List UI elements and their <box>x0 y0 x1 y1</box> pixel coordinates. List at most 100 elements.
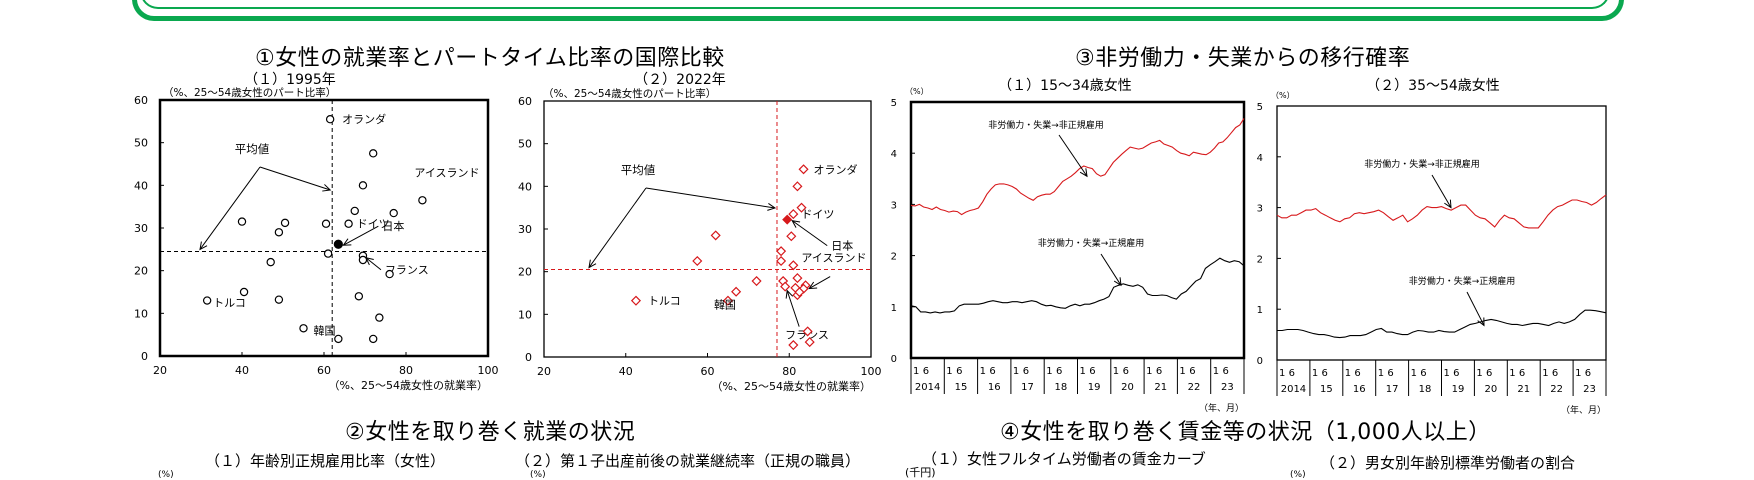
data-point <box>354 292 364 301</box>
x-year-label: 16 <box>1353 384 1366 395</box>
x-month-label: 1 <box>1444 368 1450 379</box>
chart-title: （１）15～34歳女性 <box>998 77 1132 94</box>
data-point <box>280 218 290 228</box>
x-month-label: 6 <box>1156 366 1162 377</box>
chart-scatter2022: （２）2022年（%、25～54歳女性のパート比率） （%、25～54歳女性の就業… <box>518 72 882 393</box>
y-tick-label: 0 <box>141 350 148 363</box>
series-annotation: 非労働力・失業→非正規雇用 <box>1364 158 1480 170</box>
chart-title: （２）2022年 <box>634 72 726 88</box>
section-4-title: ④女性を取り巻く賃金等の状況（1,000人以上） <box>1000 420 1491 445</box>
data-point <box>788 209 799 220</box>
x-month-label: 1 <box>1345 368 1351 379</box>
x-tick-label: 80 <box>782 365 796 378</box>
x-year-label: 21 <box>1517 384 1530 395</box>
data-point <box>333 239 343 249</box>
x-year-label: 2014 <box>1281 384 1306 395</box>
section-2-title: ②女性を取り巻く就業の状況 <box>345 420 636 445</box>
x-year-label: 22 <box>1188 382 1201 393</box>
y-unit-label: （%） <box>1271 91 1295 100</box>
data-point <box>788 260 799 271</box>
section-2-unit2: (%) <box>530 470 546 480</box>
data-point <box>792 273 803 284</box>
x-year-label: 21 <box>1154 382 1167 393</box>
data-point <box>274 228 284 237</box>
plot-area <box>909 100 1246 360</box>
y-tick-label: 2 <box>891 252 897 263</box>
x-month-label: 1 <box>1575 368 1581 379</box>
x-month-label: 6 <box>923 366 929 377</box>
x-year-label: 15 <box>1320 384 1333 395</box>
section-2-unit1: (%) <box>158 470 174 480</box>
point-label: フランス <box>385 264 429 277</box>
x-tick-label: 20 <box>537 365 551 378</box>
x-month-label: 6 <box>1123 366 1129 377</box>
data-point <box>299 324 308 333</box>
x-month-label: 6 <box>956 366 962 377</box>
y-tick-label: 3 <box>891 200 897 211</box>
x-month-label: 1 <box>1113 366 1119 377</box>
x-month-label: 1 <box>980 366 986 377</box>
series-line <box>1276 194 1607 229</box>
data-point <box>237 217 247 226</box>
point-label: オランダ <box>342 112 386 126</box>
point-label: ドイツ <box>357 218 390 231</box>
y-tick-label: 1 <box>1257 305 1263 316</box>
series-annotation: 非労働力・失業→正規雇用 <box>1038 237 1145 249</box>
data-point <box>802 326 813 337</box>
series-annotation: 非労働力・失業→正規雇用 <box>1409 275 1516 287</box>
data-point <box>385 269 394 279</box>
x-month-label: 1 <box>1213 366 1219 377</box>
x-month-label: 1 <box>1279 368 1285 379</box>
data-point <box>792 181 803 192</box>
data-point <box>321 219 331 228</box>
x-year-label: 18 <box>1419 384 1432 395</box>
x-tick-label: 20 <box>153 364 167 377</box>
y-tick-label: 3 <box>1257 204 1263 215</box>
x-year-label: 20 <box>1121 382 1134 393</box>
x-tick-label: 60 <box>317 364 331 377</box>
x-year-label: 23 <box>1221 382 1234 393</box>
y-tick-label: 40 <box>518 180 532 193</box>
x-month-label: 6 <box>1519 368 1525 379</box>
x-month-label: 1 <box>1411 368 1417 379</box>
data-point <box>776 246 787 257</box>
data-point <box>798 164 809 175</box>
data-point <box>266 257 275 267</box>
y-unit-label: （%） <box>905 87 929 96</box>
series-line <box>910 118 1245 216</box>
data-point <box>369 149 378 158</box>
data-point <box>334 334 343 344</box>
x-year-label: 16 <box>988 382 1001 393</box>
y-tick-label: 20 <box>134 265 148 278</box>
data-point <box>722 295 733 306</box>
section-2-sub1: （１）年齢別正規雇用比率（女性） <box>205 452 446 470</box>
x-month-label: 1 <box>1476 368 1482 379</box>
data-point <box>786 231 797 242</box>
x-year-label: 2014 <box>915 382 940 393</box>
data-point <box>788 340 799 351</box>
y-tick-label: 60 <box>134 94 148 107</box>
data-point <box>358 181 368 190</box>
x-axis-label: （%、25～54歳女性の就業率） <box>329 378 488 392</box>
x-year-label: 18 <box>1054 382 1067 393</box>
x-year-label: 23 <box>1583 384 1596 395</box>
x-year-label: 17 <box>1021 382 1034 393</box>
x-month-label: 1 <box>1509 368 1515 379</box>
x-unit-label: （年、月） <box>1561 404 1606 416</box>
x-month-label: 1 <box>1146 366 1152 377</box>
section-3-title: ③非労働力・失業からの移行確率 <box>1075 46 1411 71</box>
y-tick-label: 5 <box>1257 102 1263 113</box>
x-year-label: 15 <box>955 382 968 393</box>
x-month-label: 6 <box>1322 368 1328 379</box>
x-axis-label: （%、25～54歳女性の就業率） <box>712 379 871 393</box>
y-tick-label: 2 <box>1257 254 1263 265</box>
data-point <box>751 276 762 287</box>
x-month-label: 6 <box>1420 368 1426 379</box>
point-label: ドイツ <box>801 208 834 221</box>
y-tick-label: 4 <box>891 149 897 160</box>
x-unit-label: （年、月） <box>1199 402 1244 414</box>
x-tick-label: 40 <box>619 365 633 378</box>
plot-area <box>543 100 872 358</box>
data-point <box>796 202 807 213</box>
x-month-label: 1 <box>913 366 919 377</box>
